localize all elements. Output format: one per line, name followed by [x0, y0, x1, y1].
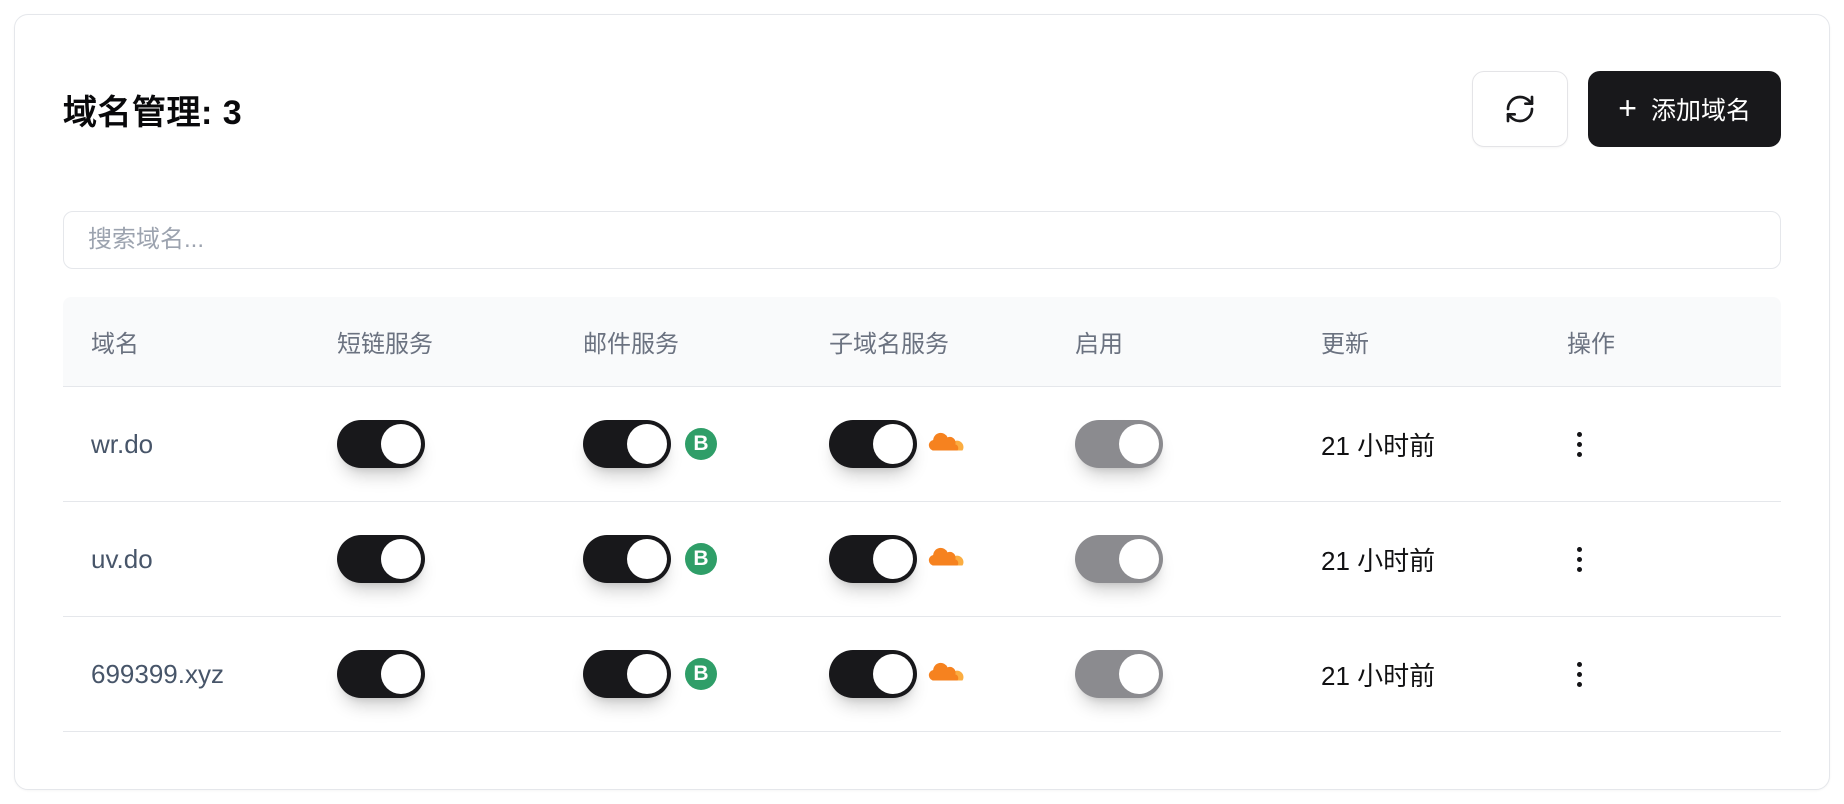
column-header-enabled: 启用	[1075, 331, 1123, 358]
toggle-thumb	[1119, 424, 1159, 464]
toggle-thumb	[627, 424, 667, 464]
toggle-thumb	[873, 424, 913, 464]
domain-link[interactable]: uv.do	[91, 543, 153, 574]
brevo-icon: B	[685, 658, 717, 690]
short-link-service-toggle[interactable]	[337, 535, 425, 583]
refresh-icon	[1506, 95, 1534, 123]
kebab-menu-icon	[1577, 431, 1582, 437]
table-row: wr.do B 21 小时前	[63, 387, 1781, 502]
short-link-service-toggle[interactable]	[337, 650, 425, 698]
cloudflare-icon	[928, 547, 964, 566]
subdomain-service-toggle[interactable]	[829, 650, 917, 698]
page-title: 域名管理: 3	[63, 93, 243, 132]
email-service-toggle[interactable]	[583, 650, 671, 698]
header-actions: + 添加域名	[1472, 71, 1781, 147]
column-header-domain: 域名	[91, 331, 139, 358]
enabled-toggle[interactable]	[1075, 650, 1163, 698]
column-header-actions: 操作	[1567, 331, 1615, 358]
toggle-thumb	[873, 654, 913, 694]
domains-table: 域名 短链服务 邮件服务 子域名服务 启用 更新 操作 wr.do B	[63, 297, 1781, 732]
search-input[interactable]	[63, 211, 1781, 269]
domain-link[interactable]: 699399.xyz	[91, 658, 224, 689]
toggle-thumb	[381, 424, 421, 464]
enabled-toggle[interactable]	[1075, 420, 1163, 468]
enabled-toggle[interactable]	[1075, 535, 1163, 583]
column-header-email: 邮件服务	[583, 331, 679, 358]
table-body: wr.do B 21 小时前	[63, 387, 1781, 732]
card-header: 域名管理: 3 + 添加域名	[63, 71, 1781, 147]
toggle-thumb	[381, 654, 421, 694]
domain-management-card: 域名管理: 3 + 添加域名 域名 短链服务 邮件服务 子域名服务 启用	[14, 14, 1830, 790]
plus-icon: +	[1618, 89, 1637, 126]
updated-time: 21 小时前	[1321, 545, 1436, 576]
cloudflare-icon	[928, 662, 964, 681]
subdomain-service-toggle[interactable]	[829, 420, 917, 468]
add-domain-button[interactable]: + 添加域名	[1588, 71, 1781, 147]
kebab-menu-button[interactable]	[1569, 539, 1590, 580]
table-header-row: 域名 短链服务 邮件服务 子域名服务 启用 更新 操作	[63, 297, 1781, 387]
column-header-short-link: 短链服务	[337, 331, 433, 358]
subdomain-service-toggle[interactable]	[829, 535, 917, 583]
add-domain-button-label: 添加域名	[1650, 97, 1751, 125]
column-header-updated: 更新	[1321, 331, 1369, 358]
toggle-thumb	[381, 539, 421, 579]
refresh-button[interactable]	[1472, 71, 1569, 147]
brevo-icon: B	[685, 428, 717, 460]
toggle-thumb	[627, 654, 667, 694]
updated-time: 21 小时前	[1321, 430, 1436, 461]
domain-link[interactable]: wr.do	[91, 428, 154, 459]
email-service-toggle[interactable]	[583, 420, 671, 468]
toggle-thumb	[1119, 654, 1159, 694]
brevo-icon: B	[685, 543, 717, 575]
email-service-toggle[interactable]	[583, 535, 671, 583]
kebab-menu-button[interactable]	[1569, 654, 1590, 695]
short-link-service-toggle[interactable]	[337, 420, 425, 468]
toggle-thumb	[1119, 539, 1159, 579]
kebab-menu-button[interactable]	[1569, 424, 1590, 465]
kebab-menu-icon	[1577, 661, 1582, 667]
toggle-thumb	[627, 539, 667, 579]
table-row: 699399.xyz B 21 小时前	[63, 617, 1781, 732]
kebab-menu-icon	[1577, 546, 1582, 552]
updated-time: 21 小时前	[1321, 660, 1436, 691]
cloudflare-icon	[928, 432, 964, 451]
toggle-thumb	[873, 539, 913, 579]
table-row: uv.do B 21 小时前	[63, 502, 1781, 617]
column-header-subdomain: 子域名服务	[829, 331, 949, 358]
